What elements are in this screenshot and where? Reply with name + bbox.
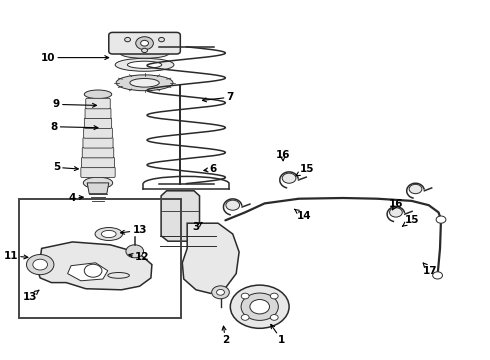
Circle shape [250,300,270,314]
Circle shape [33,259,48,270]
Text: 3: 3 [193,222,202,232]
FancyBboxPatch shape [85,108,111,119]
Text: 9: 9 [53,99,97,109]
Circle shape [212,286,229,299]
Text: 16: 16 [389,199,403,210]
Text: 6: 6 [204,164,217,174]
Circle shape [409,184,422,194]
Circle shape [142,48,147,53]
Circle shape [141,40,148,46]
Circle shape [124,37,130,42]
Circle shape [390,208,402,217]
FancyBboxPatch shape [83,138,113,148]
Text: 12: 12 [129,252,149,262]
Polygon shape [182,223,239,293]
Ellipse shape [127,61,162,68]
Text: 2: 2 [222,326,229,345]
Circle shape [433,272,442,279]
Circle shape [241,293,249,299]
Text: 4: 4 [69,193,83,203]
Circle shape [270,293,278,299]
Text: 7: 7 [202,92,234,102]
FancyBboxPatch shape [82,147,114,158]
Circle shape [159,37,165,42]
Text: 10: 10 [41,53,109,63]
Ellipse shape [84,90,112,99]
Polygon shape [161,191,199,241]
Circle shape [241,315,249,320]
Circle shape [26,255,54,275]
FancyBboxPatch shape [86,98,110,109]
Text: 11: 11 [3,251,28,261]
Text: 15: 15 [402,215,419,226]
Polygon shape [37,242,152,290]
Text: 15: 15 [296,164,314,176]
FancyBboxPatch shape [84,118,112,129]
Text: 5: 5 [53,162,78,172]
Circle shape [126,245,144,258]
Circle shape [282,173,296,183]
Text: 13: 13 [23,290,39,302]
Ellipse shape [101,230,116,238]
Circle shape [217,289,224,295]
Text: 16: 16 [275,150,290,161]
Ellipse shape [95,228,122,240]
Circle shape [136,37,153,50]
Ellipse shape [130,78,159,87]
Polygon shape [87,183,109,194]
FancyBboxPatch shape [84,128,112,138]
Text: 13: 13 [121,225,147,235]
Text: 8: 8 [50,122,98,132]
Circle shape [436,216,446,223]
Ellipse shape [116,75,173,91]
FancyBboxPatch shape [109,32,180,54]
Text: 17: 17 [423,263,438,276]
Ellipse shape [83,177,113,189]
Circle shape [241,293,278,320]
Circle shape [84,264,102,277]
FancyBboxPatch shape [81,157,115,168]
Bar [19,199,181,318]
Ellipse shape [115,58,174,71]
Circle shape [270,315,278,320]
Circle shape [230,285,289,328]
Ellipse shape [120,48,169,58]
FancyBboxPatch shape [81,167,115,177]
Circle shape [226,200,240,210]
Polygon shape [68,263,108,281]
Text: 14: 14 [294,209,311,221]
Text: 1: 1 [271,324,285,345]
